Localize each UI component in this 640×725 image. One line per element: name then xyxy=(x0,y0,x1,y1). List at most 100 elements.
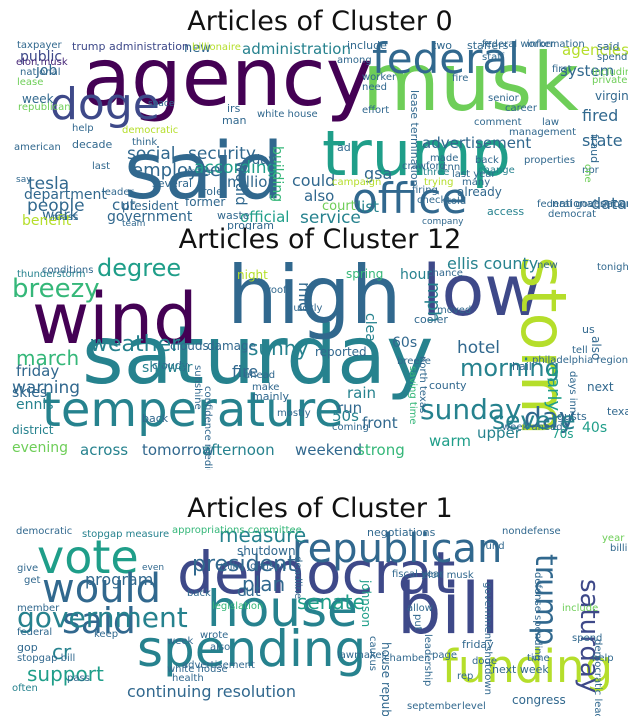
cloud-word: help xyxy=(592,653,614,664)
cloud-word: bill xyxy=(397,568,500,650)
cloud-word: afternoon xyxy=(202,441,275,459)
cloud-word: billionaire xyxy=(192,42,241,53)
cloud-word: shutdown xyxy=(237,544,296,558)
cloud-word: taxpayer xyxy=(17,40,62,51)
cloud-word: high xyxy=(227,256,402,342)
cloud-word: trump xyxy=(322,117,511,190)
cloud-word: 60s xyxy=(392,335,418,351)
cloud-word: next week xyxy=(492,663,549,676)
cloud-word: also xyxy=(210,642,231,653)
cloud-word: us xyxy=(582,323,595,336)
cloud-word: government xyxy=(17,601,188,634)
cloud-word: cnn xyxy=(442,162,461,173)
cloud-word: sunny xyxy=(248,336,309,360)
cloud-word: cut xyxy=(112,196,136,214)
cloud-word: measure xyxy=(219,524,307,547)
cloud-word: give xyxy=(17,563,39,574)
cloud-word: musk xyxy=(362,38,579,129)
cloud-word: program xyxy=(227,219,274,230)
cloud-word: confidence medium xyxy=(202,386,213,470)
cloud-word: leader xyxy=(102,187,134,198)
cloud-word: saving time xyxy=(407,366,418,425)
cloud-word: federal worker xyxy=(482,39,555,50)
cloud-word: deadline xyxy=(292,556,303,600)
cloud-word: continuing resolution xyxy=(127,682,296,701)
cloud-word: back xyxy=(475,155,499,166)
cloud-word: access xyxy=(487,205,525,218)
cloud-word: agency xyxy=(82,38,374,124)
cloud-word: tomorrow xyxy=(142,441,215,459)
cloud-word: mostly xyxy=(277,408,311,419)
cloud-word: public xyxy=(20,49,63,65)
cloud-word: make xyxy=(252,382,280,393)
cloud-word: spending xyxy=(137,620,367,678)
cloud-word: say xyxy=(16,175,32,185)
cloud-word: three xyxy=(423,167,450,178)
cloud-word: several xyxy=(152,177,193,190)
cloud-word: lease termination xyxy=(408,90,421,187)
cloud-word: include xyxy=(562,603,599,614)
cloud-word: get xyxy=(24,575,41,586)
cloud-word: fire xyxy=(232,362,259,381)
cloud-word: keep xyxy=(94,629,119,640)
cloud-word: stopgap bill xyxy=(17,653,76,664)
cloud-word: chamber xyxy=(384,653,429,664)
cloud-word: comment xyxy=(474,117,522,128)
cloud-word: gop xyxy=(17,641,38,654)
cloud-word: weekend xyxy=(295,441,363,459)
cloud-word: many xyxy=(462,177,491,188)
cloud-word: nondefense xyxy=(502,526,561,537)
cloud-word: house xyxy=(207,580,358,638)
cloud-word: pass xyxy=(67,673,90,684)
cloud-word: johnson xyxy=(359,580,373,628)
cloud-word: temperature xyxy=(42,382,344,438)
cloud-word: fund xyxy=(482,541,505,552)
cloud-word: tesla xyxy=(28,174,70,194)
cloud-word: service xyxy=(300,208,361,228)
cloud-word: crawford xyxy=(402,161,446,172)
cloud-word: said xyxy=(597,40,620,53)
cloud-word: effort xyxy=(362,105,390,116)
cloud-word: space xyxy=(148,99,175,109)
cloud-word: president xyxy=(122,199,179,213)
cloud-word: fiscal year xyxy=(392,569,444,580)
cloud-word: data xyxy=(591,194,628,213)
cloud-word: ennis xyxy=(16,397,54,413)
cloud-word: said xyxy=(124,127,284,217)
cloud-word: waste xyxy=(217,209,250,222)
cloud-word: cooler xyxy=(414,313,448,326)
cloud-word: told xyxy=(447,196,467,207)
cloud-word: lease xyxy=(17,77,44,88)
cloud-word: npr xyxy=(582,165,599,176)
cloud-word: front xyxy=(362,414,398,432)
cloud-word: security xyxy=(188,144,256,164)
cloud-word: funding xyxy=(442,640,614,693)
cloud-word: also xyxy=(304,187,335,205)
cloud-word: mike johnson xyxy=(220,561,287,572)
cloud-word: tonight xyxy=(597,262,628,273)
cloud-word: job xyxy=(36,63,58,79)
cloud-word: fired xyxy=(582,106,619,125)
cloud-word: coming xyxy=(332,422,369,433)
cloud-word: wind xyxy=(32,278,198,360)
cloud-word: would xyxy=(42,566,162,612)
cloud-word: dozen xyxy=(184,167,215,178)
cloud-word: district xyxy=(12,423,54,437)
cloud-word: legislation xyxy=(212,601,264,612)
cloud-word: severe xyxy=(492,406,576,435)
cloud-word: law xyxy=(542,117,560,128)
cloud-word: people xyxy=(27,196,85,216)
cloud-word: federal xyxy=(17,627,53,638)
cloud-word: federal xyxy=(372,38,520,83)
cloud-word: reported xyxy=(315,345,367,359)
cloud-word: sunday xyxy=(420,393,522,426)
panel-title: Articles of Cluster 1 xyxy=(187,493,453,524)
cloud-word: administration xyxy=(242,40,351,58)
cloud-word: employee xyxy=(132,160,221,181)
cloud-word: clouds xyxy=(170,339,209,353)
cloud-word: skies xyxy=(12,385,48,401)
cloud-word: democratic leader xyxy=(592,639,603,716)
cloud-word: ahead xyxy=(244,370,276,381)
cloud-word: properties xyxy=(524,155,576,166)
cloud-word: strong xyxy=(357,441,405,459)
